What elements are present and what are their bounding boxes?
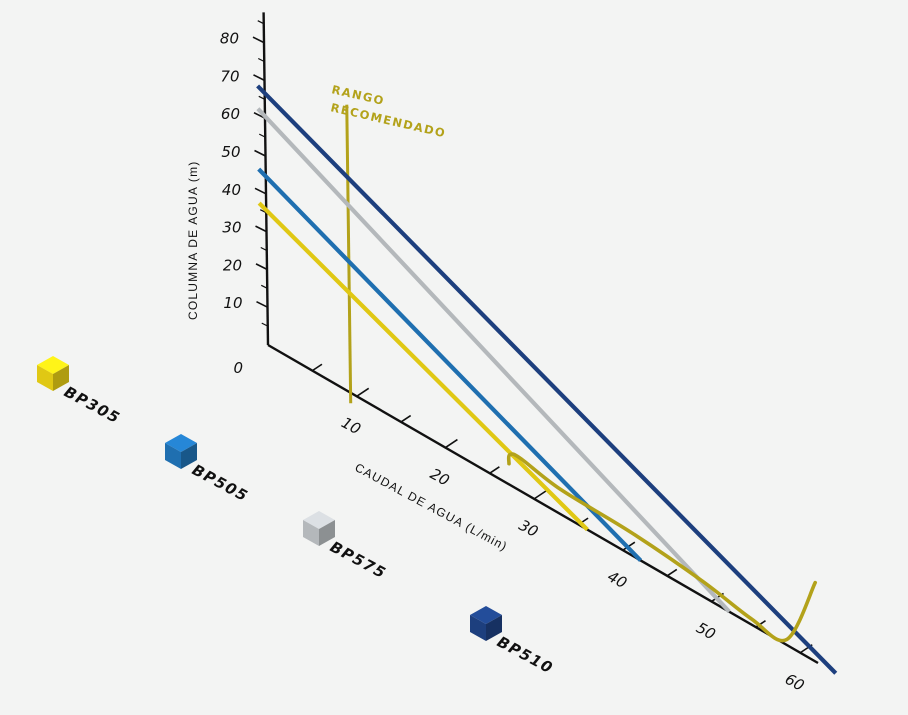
y-tick-label: 10 bbox=[223, 294, 242, 312]
y-minor-tick bbox=[260, 284, 268, 289]
series-line-bp575 bbox=[256, 107, 731, 614]
y-tick-label: 30 bbox=[222, 219, 241, 237]
legend-cube-left bbox=[303, 520, 319, 546]
x-minor-tick bbox=[311, 363, 323, 372]
y-tick-label: 50 bbox=[221, 143, 240, 161]
legend-label: BP305 bbox=[61, 383, 123, 428]
y-minor-tick bbox=[261, 322, 269, 327]
y-tick-mark bbox=[255, 225, 267, 233]
recommended-range-line bbox=[345, 104, 353, 404]
x-minor-tick bbox=[666, 568, 678, 577]
legend-cube-right bbox=[53, 365, 69, 391]
legend-label: BP505 bbox=[189, 461, 251, 506]
y-tick-mark bbox=[252, 36, 265, 44]
y-tick-mark bbox=[253, 74, 265, 82]
legend-item-bp575: BP575 bbox=[303, 511, 390, 583]
x-tick-mark bbox=[444, 438, 458, 449]
y-minor-tick bbox=[259, 209, 267, 214]
legend-item-bp305: BP305 bbox=[37, 356, 124, 428]
x-tick-label: 50 bbox=[693, 619, 718, 644]
y-minor-tick bbox=[260, 246, 268, 252]
plot-area bbox=[256, 84, 838, 675]
y-axis-title: COLUMNA DE AGUA (m) bbox=[186, 161, 200, 321]
y-minor-tick bbox=[258, 133, 266, 138]
legend-cube-left bbox=[37, 365, 53, 391]
x-tick-mark bbox=[356, 387, 370, 397]
legend-item-bp510: BP510 bbox=[470, 606, 557, 678]
x-tick-label: 40 bbox=[605, 567, 630, 592]
x-tick-label: 60 bbox=[782, 670, 807, 695]
y-minor-tick bbox=[257, 20, 265, 25]
x-tick-label: 20 bbox=[427, 465, 452, 490]
legend: BP305 BP505 BP575 BP510 bbox=[37, 356, 557, 678]
legend-cube-left bbox=[470, 615, 486, 641]
y-minor-tick bbox=[257, 57, 265, 63]
series-line-bp510 bbox=[256, 84, 838, 675]
legend-cube-right bbox=[181, 443, 197, 469]
x-tick-label: 30 bbox=[516, 516, 541, 541]
legend-cube-right bbox=[319, 520, 335, 546]
y-tick-label: 40 bbox=[222, 181, 241, 199]
y-tick-mark bbox=[255, 263, 268, 271]
x-tick-label: 10 bbox=[338, 413, 363, 438]
legend-item-bp505: BP505 bbox=[165, 434, 252, 506]
y-tick-mark bbox=[254, 149, 266, 157]
legend-cube-left bbox=[165, 443, 181, 469]
x-minor-tick bbox=[400, 414, 412, 423]
y-minor-tick bbox=[258, 95, 266, 100]
y-tick-label: 70 bbox=[220, 67, 239, 85]
series-line-bp305 bbox=[257, 201, 589, 532]
legend-label: BP575 bbox=[327, 538, 389, 583]
y-tick-label: 60 bbox=[221, 105, 240, 123]
x-minor-tick bbox=[489, 466, 500, 474]
legend-cube-right bbox=[486, 615, 502, 641]
legend-label: BP510 bbox=[494, 633, 556, 678]
y-tick-label: 0 bbox=[233, 359, 243, 377]
y-tick-label: 20 bbox=[223, 256, 242, 274]
series-line-bp505 bbox=[257, 167, 643, 562]
y-tick-label: 80 bbox=[220, 30, 239, 48]
x-tick-mark bbox=[533, 490, 547, 500]
y-tick-mark bbox=[256, 300, 268, 308]
efficiency-curve bbox=[506, 452, 817, 643]
y-tick-mark bbox=[254, 187, 267, 195]
